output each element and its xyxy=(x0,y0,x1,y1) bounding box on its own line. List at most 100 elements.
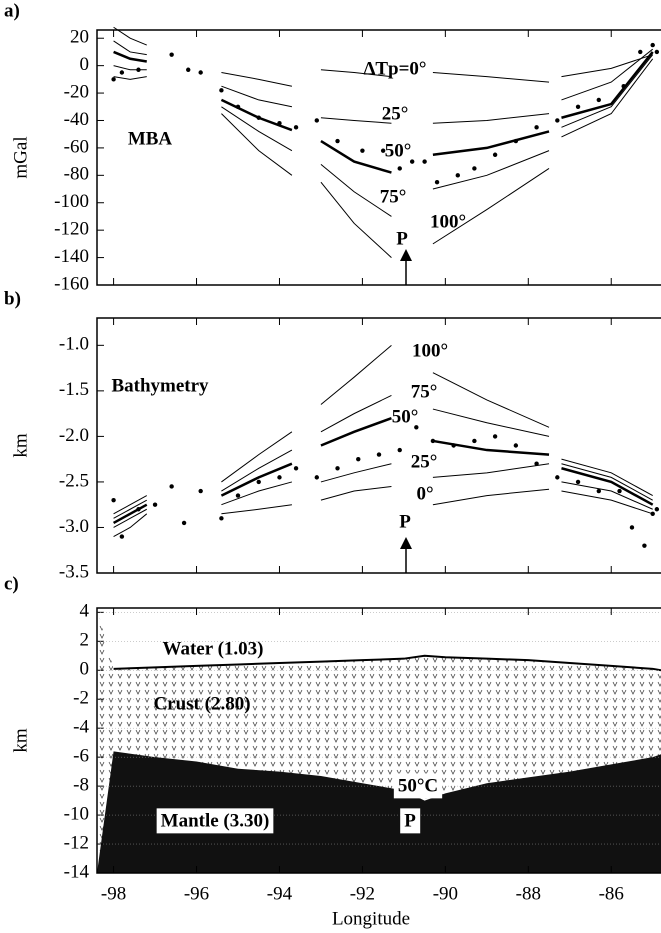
data-point xyxy=(654,507,660,512)
data-point xyxy=(235,493,241,498)
data-point xyxy=(513,138,519,144)
y-tick-label: 4 xyxy=(80,601,90,622)
data-point xyxy=(513,443,519,448)
data-point xyxy=(198,488,203,494)
data-point xyxy=(397,166,402,171)
annotation: 0° xyxy=(416,483,433,504)
panel-label: b) xyxy=(4,288,21,309)
annotation: 100° xyxy=(430,211,466,232)
data-point xyxy=(198,70,203,75)
data-point xyxy=(621,84,626,89)
label-box xyxy=(400,808,421,834)
annotation: 50°C xyxy=(398,775,438,796)
y-tick-label: -2.5 xyxy=(59,470,89,491)
data-point xyxy=(219,88,224,93)
y-axis-label: km xyxy=(10,433,31,458)
data-point xyxy=(492,434,498,439)
annotation: 75° xyxy=(411,381,438,402)
x-tick-label: -86 xyxy=(599,883,624,904)
data-point xyxy=(219,516,224,521)
y-tick-label: -60 xyxy=(64,136,89,157)
model-curve xyxy=(113,58,654,258)
data-point xyxy=(111,497,116,503)
panel-label: c) xyxy=(4,573,19,594)
data-point xyxy=(152,502,158,507)
data-point xyxy=(654,49,660,55)
data-point xyxy=(314,475,319,480)
model-curve xyxy=(113,40,654,124)
model-curve xyxy=(112,417,654,525)
data-point xyxy=(136,507,141,512)
data-point xyxy=(472,166,477,171)
mantle xyxy=(97,751,661,873)
x-tick-label: -98 xyxy=(101,883,126,904)
data-point xyxy=(293,466,299,471)
data-point xyxy=(181,520,187,526)
data-point xyxy=(119,534,125,539)
y-tick-label: 0 xyxy=(80,54,90,75)
model-curve xyxy=(113,394,653,519)
data-point xyxy=(534,461,539,466)
model-curve xyxy=(113,54,654,217)
annotation: P xyxy=(399,511,411,532)
y-tick-label: -3.0 xyxy=(59,516,89,537)
data-point xyxy=(119,70,125,75)
data-point xyxy=(596,488,601,494)
annotation: P xyxy=(404,810,416,831)
data-point xyxy=(235,104,241,109)
data-point xyxy=(617,488,622,494)
data-point xyxy=(256,115,261,120)
data-point xyxy=(575,479,581,485)
y-tick-label: -8 xyxy=(73,774,89,795)
data-point xyxy=(492,152,498,157)
y-tick-label: 2 xyxy=(80,630,90,651)
data-point xyxy=(455,173,460,178)
data-point xyxy=(293,125,299,130)
x-tick-label: -94 xyxy=(267,883,293,904)
annotation: ΔTp=0° xyxy=(363,58,426,79)
data-point xyxy=(414,425,419,430)
data-point xyxy=(472,438,477,444)
y-tick-label: -40 xyxy=(64,109,89,130)
data-point xyxy=(335,138,340,144)
annotation: 75° xyxy=(380,186,407,207)
annotation: 25° xyxy=(411,451,438,472)
y-tick-label: -1.5 xyxy=(59,379,89,400)
label-box xyxy=(156,808,274,834)
x-tick-label: -92 xyxy=(350,883,375,904)
y-tick-label: -12 xyxy=(64,832,89,853)
data-point xyxy=(169,52,174,57)
y-tick-label: -100 xyxy=(54,191,89,212)
model-curve xyxy=(113,344,653,515)
data-point xyxy=(642,543,647,548)
axis-frame xyxy=(96,317,661,574)
annotation: MBA xyxy=(128,128,173,149)
data-point xyxy=(451,443,456,448)
axis-frame xyxy=(96,607,661,874)
label-box xyxy=(393,773,443,799)
data-point xyxy=(335,466,340,471)
annotation: 25° xyxy=(382,103,409,124)
model-curve xyxy=(113,26,653,87)
annotation: Bathymetry xyxy=(111,375,209,396)
y-tick-label: -120 xyxy=(54,219,89,240)
y-tick-label: -80 xyxy=(64,164,89,185)
y-tick-label: -1.0 xyxy=(59,334,89,355)
data-point xyxy=(360,148,365,153)
data-point xyxy=(434,179,440,185)
data-point xyxy=(111,77,116,82)
annotation: Mantle (3.30) xyxy=(161,810,270,831)
data-point xyxy=(650,42,655,48)
data-point xyxy=(638,49,643,55)
data-point xyxy=(277,121,282,126)
annotation: P xyxy=(396,228,408,249)
y-tick-label: -20 xyxy=(64,81,89,102)
data-point xyxy=(422,159,427,164)
annotation: 100° xyxy=(412,340,448,361)
y-tick-label: -6 xyxy=(73,746,89,767)
x-tick-label: -88 xyxy=(516,883,541,904)
data-point xyxy=(376,452,382,457)
y-tick-label: -4 xyxy=(73,717,89,738)
x-axis-label: Longitude xyxy=(332,908,410,929)
seafloor xyxy=(113,654,661,672)
